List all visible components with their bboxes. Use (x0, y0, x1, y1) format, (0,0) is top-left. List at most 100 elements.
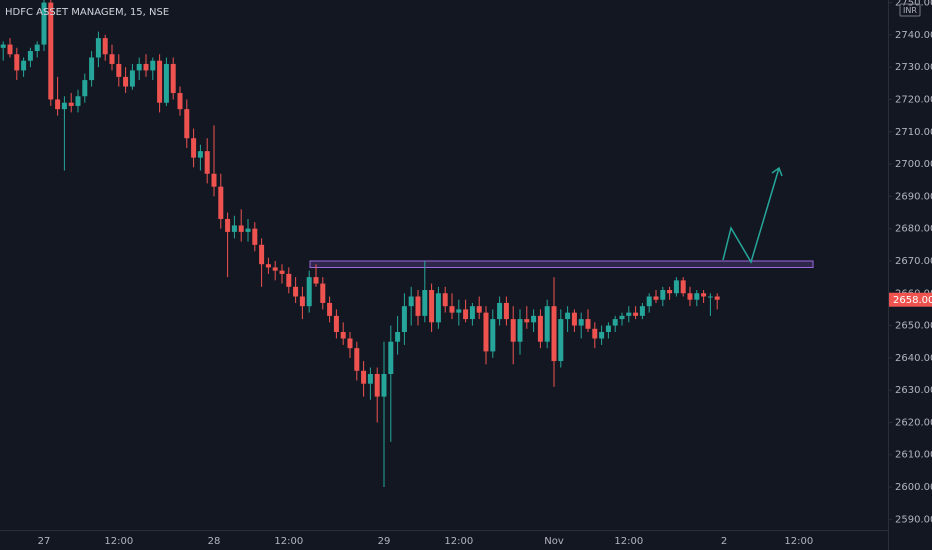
candle-body (184, 109, 190, 139)
candle-body (177, 93, 183, 110)
x-tick-label: 2 (721, 536, 727, 547)
candle-body (95, 38, 101, 58)
y-tick-label: 2680.00 (895, 224, 932, 235)
candle-body (395, 332, 401, 342)
axes: 2590.00 2600.00 2610.00 2620.00 2630.00 2640.… (38, 0, 932, 547)
candle-body (299, 296, 305, 307)
x-tick-label: 12:00 (104, 536, 133, 547)
x-tick-label: 29 (378, 536, 391, 547)
candle-body (592, 328, 598, 339)
candle-body (327, 302, 333, 316)
candle-body (667, 290, 673, 294)
candle-body (286, 273, 292, 287)
candle-body (41, 2, 47, 45)
candle-body (272, 267, 278, 271)
candle-body (510, 319, 516, 342)
candle-body (694, 293, 700, 300)
candle-body (714, 296, 720, 300)
y-tick-label: 2650.00 (895, 321, 932, 332)
candle-body (680, 280, 686, 294)
currency-label: INR (903, 6, 917, 15)
candle-body (442, 293, 448, 307)
candle-body (143, 63, 149, 71)
x-tick-label: 28 (208, 536, 221, 547)
candle-body (456, 309, 462, 313)
candle-body (129, 70, 135, 87)
candle-body (503, 302, 509, 320)
candle-body (544, 306, 550, 342)
candle-body (347, 338, 353, 349)
candle-body (306, 277, 312, 307)
candle-body (469, 306, 475, 320)
candle-body (578, 319, 584, 326)
y-tick-label: 2730.00 (895, 62, 932, 73)
candle-body (231, 225, 237, 232)
candle-body (293, 286, 299, 297)
candle-body (551, 306, 557, 362)
candle-body (89, 57, 95, 81)
candle-body (7, 44, 13, 55)
candle-body (490, 319, 496, 352)
candle-body (150, 60, 156, 71)
candle-body (68, 102, 74, 106)
candle-body (646, 296, 652, 307)
candle-body (531, 315, 537, 323)
candles (0, 0, 720, 488)
candle-body (660, 290, 666, 300)
x-tick-label: 27 (38, 536, 51, 547)
candle-body (102, 38, 108, 55)
candle-body (463, 309, 469, 320)
y-tick-label: 2690.00 (895, 191, 932, 202)
candle-body (429, 290, 435, 323)
candle-body (408, 296, 414, 307)
candle-body (565, 312, 571, 320)
candle-body (238, 225, 244, 232)
candle-body (0, 44, 6, 48)
y-tick-label: 2740.00 (895, 30, 932, 41)
candle-body (571, 312, 577, 326)
candle-body (109, 54, 115, 64)
x-tick-label: 12:00 (614, 536, 643, 547)
candle-body (21, 60, 27, 71)
candle-body (75, 96, 81, 106)
candle-body (639, 306, 645, 316)
candle-body (633, 312, 639, 316)
candle-body (354, 348, 360, 371)
candle-body (626, 312, 632, 316)
candle-body (61, 102, 67, 110)
candle-body (476, 306, 482, 313)
candle-body (82, 80, 88, 97)
y-tick-label: 2630.00 (895, 385, 932, 396)
candle-body (252, 228, 258, 245)
currency-box (899, 3, 921, 17)
candle-body (367, 374, 373, 384)
last-price-box (889, 292, 932, 307)
y-tick-label: 2640.00 (895, 353, 932, 364)
candle-body (449, 306, 455, 313)
candle-body (225, 218, 231, 232)
candle-body (537, 315, 543, 342)
candle-body (653, 296, 659, 300)
candle-body (55, 99, 61, 110)
y-tick-label: 2610.00 (895, 450, 932, 461)
candle-body (218, 186, 224, 219)
projection-arrow (722, 167, 780, 264)
y-tick-label: 2710.00 (895, 127, 932, 138)
x-tick-label: Nov (544, 536, 564, 547)
candle-body (558, 319, 564, 362)
candle-body (211, 173, 217, 187)
candle-body (123, 76, 129, 87)
candle-body (435, 293, 441, 323)
candle-body (517, 319, 523, 342)
x-tick-label: 12:00 (274, 536, 303, 547)
y-tick-label: 2620.00 (895, 417, 932, 428)
arrow-head (771, 166, 783, 177)
candle-body (191, 138, 197, 158)
y-tick-label: 2720.00 (895, 94, 932, 105)
candle-body (245, 228, 251, 232)
candle-body (259, 244, 265, 265)
candle-body (381, 374, 387, 397)
candle-body (701, 293, 707, 297)
candle-body (619, 315, 625, 320)
